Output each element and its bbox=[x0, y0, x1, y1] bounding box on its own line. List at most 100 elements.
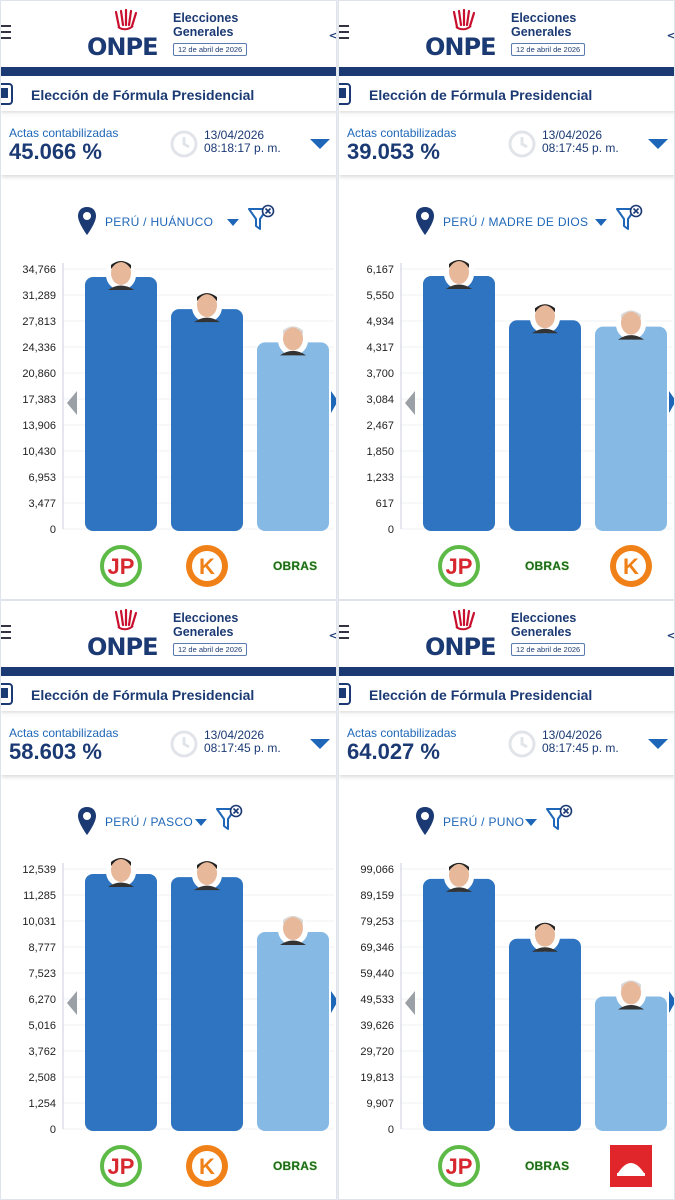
party-logo-jp[interactable]: JP bbox=[98, 1143, 144, 1189]
chevron-down-icon[interactable] bbox=[648, 139, 668, 149]
chevron-down-icon[interactable] bbox=[595, 219, 607, 226]
chart-svg: 34,766 31,289 27,813 24,336 20,860 17,383 13,9… bbox=[22, 259, 337, 536]
party-logo-k[interactable]: K bbox=[608, 543, 654, 589]
share-icon[interactable]: ⋖ bbox=[328, 27, 336, 44]
chevron-down-icon[interactable] bbox=[648, 739, 668, 749]
party-logo-k[interactable]: K bbox=[184, 543, 230, 589]
arrow-left-icon[interactable] bbox=[67, 991, 77, 1015]
elecciones-generales-title: Elecciones Generales bbox=[173, 11, 238, 39]
actas-percentage: 39.053 % bbox=[347, 139, 440, 164]
location-label: PERÚ / PASCO bbox=[105, 815, 194, 829]
party-logo-k[interactable]: K bbox=[184, 1143, 230, 1189]
y-tick-label: 10,430 bbox=[22, 446, 56, 458]
menu-icon[interactable] bbox=[339, 25, 349, 43]
party-logo-obras[interactable]: OBRAS bbox=[273, 1159, 318, 1173]
chevron-down-icon[interactable] bbox=[525, 819, 537, 826]
party-logo-obras[interactable]: OBRAS bbox=[525, 1159, 570, 1173]
menu-icon[interactable] bbox=[1, 25, 11, 43]
filter-clear-icon[interactable] bbox=[545, 804, 573, 834]
party-logos-row: JP OBRAS bbox=[339, 1141, 674, 1193]
onpe-wordmark: ONPE bbox=[425, 633, 496, 661]
candidate-avatar bbox=[530, 303, 560, 334]
party-logo-obras[interactable]: OBRAS bbox=[525, 559, 570, 573]
results-bar-chart: 12,539 11,285 10,031 8,777 7,523 6,270 5,016 3,… bbox=[1, 841, 337, 1141]
share-icon[interactable]: ⋖ bbox=[666, 627, 674, 644]
y-tick-label: 0 bbox=[50, 524, 56, 536]
elecciones-generales-title: Elecciones Generales bbox=[511, 611, 576, 639]
location-label: PERÚ / HUÁNUCO bbox=[105, 215, 214, 229]
results-bar-chart: 99,066 89,159 79,253 69,346 59,440 49,533 39,6… bbox=[339, 841, 675, 1141]
election-date-badge: 12 de abril de 2026 bbox=[173, 643, 248, 656]
actas-label: Actas contabilizadas bbox=[9, 726, 119, 740]
clock-icon bbox=[508, 730, 536, 758]
y-tick-label: 17,383 bbox=[22, 394, 56, 406]
arrow-right-icon[interactable] bbox=[669, 991, 675, 1013]
party-logo-obras[interactable]: OBRAS bbox=[273, 559, 318, 573]
y-tick-label: 34,766 bbox=[22, 264, 56, 276]
bar-obras[interactable] bbox=[509, 938, 581, 1131]
y-tick-label: 24,336 bbox=[22, 342, 56, 354]
menu-icon[interactable] bbox=[339, 625, 349, 643]
bar-jp[interactable] bbox=[85, 873, 157, 1131]
arrow-left-icon[interactable] bbox=[405, 991, 415, 1015]
chevron-down-icon[interactable] bbox=[310, 139, 330, 149]
actas-card[interactable]: Actas contabilizadas 39.053 % 13/04/2026… bbox=[339, 117, 674, 175]
bar-jp[interactable] bbox=[85, 276, 157, 531]
arrow-left-icon[interactable] bbox=[405, 391, 415, 415]
title-line2: Generales bbox=[511, 25, 572, 39]
bar-k[interactable] bbox=[171, 877, 243, 1131]
chevron-down-icon[interactable] bbox=[195, 819, 207, 826]
party-logo-renovacion[interactable] bbox=[608, 1143, 654, 1189]
menu-icon[interactable] bbox=[1, 625, 11, 643]
party-logos-row: JP OBRAS K bbox=[339, 541, 674, 593]
bar-k[interactable] bbox=[595, 326, 667, 531]
filter-clear-icon[interactable] bbox=[247, 204, 275, 234]
y-tick-label: 1,850 bbox=[366, 446, 394, 458]
bar-k[interactable] bbox=[171, 309, 243, 531]
chevron-down-icon[interactable] bbox=[310, 739, 330, 749]
actas-card[interactable]: Actas contabilizadas 64.027 % 13/04/2026… bbox=[339, 717, 674, 775]
clock-icon bbox=[170, 730, 198, 758]
party-logo-jp[interactable]: JP bbox=[436, 543, 482, 589]
party-logo-jp[interactable]: JP bbox=[436, 1143, 482, 1189]
crest-icon bbox=[339, 683, 351, 705]
results-panel-huanuco: ONPE Elecciones Generales 12 de abril de … bbox=[0, 0, 337, 600]
bar-obras[interactable] bbox=[257, 932, 329, 1131]
election-date-badge: 12 de abril de 2026 bbox=[511, 43, 586, 56]
y-tick-label: 3,700 bbox=[366, 368, 394, 380]
y-tick-label: 3,477 bbox=[28, 498, 56, 510]
crest-icon bbox=[339, 83, 351, 105]
section-title: Elección de Fórmula Presidencial bbox=[369, 687, 593, 703]
arrow-right-icon[interactable] bbox=[331, 991, 337, 1013]
chevron-down-icon[interactable] bbox=[227, 219, 239, 226]
actas-card[interactable]: Actas contabilizadas 58.603 % 13/04/2026… bbox=[1, 717, 336, 775]
elecciones-generales-title: Elecciones Generales bbox=[511, 11, 576, 39]
bar-renovacion[interactable] bbox=[595, 996, 667, 1131]
update-timestamp: 13/04/2026 08:17:45 p. m. bbox=[542, 729, 619, 755]
y-tick-label: 10,031 bbox=[22, 916, 56, 928]
section-title: Elección de Fórmula Presidencial bbox=[31, 87, 255, 103]
bar-jp[interactable] bbox=[423, 276, 495, 531]
candidate-avatar bbox=[444, 259, 474, 290]
arrow-left-icon[interactable] bbox=[67, 391, 77, 415]
share-icon[interactable]: ⋖ bbox=[666, 27, 674, 44]
arrow-right-icon[interactable] bbox=[669, 391, 675, 413]
arrow-right-icon[interactable] bbox=[331, 391, 337, 413]
location-pin-icon bbox=[416, 807, 434, 835]
filter-clear-icon[interactable] bbox=[215, 804, 243, 834]
bar-obras[interactable] bbox=[509, 320, 581, 531]
filter-clear-icon[interactable] bbox=[615, 204, 643, 234]
candidate-avatar bbox=[530, 921, 560, 952]
update-date: 13/04/2026 bbox=[542, 728, 603, 742]
y-tick-label: 3,084 bbox=[366, 394, 394, 406]
bar-obras[interactable] bbox=[257, 342, 329, 531]
actas-card[interactable]: Actas contabilizadas 45.066 % 13/04/2026… bbox=[1, 117, 336, 175]
location-pin-icon bbox=[416, 207, 434, 235]
onpe-logo: ONPE Elecciones Generales 12 de abril de … bbox=[425, 607, 605, 663]
share-icon[interactable]: ⋖ bbox=[328, 627, 336, 644]
bar-jp[interactable] bbox=[423, 878, 495, 1131]
app-header: ONPE Elecciones Generales 12 de abril de … bbox=[339, 601, 674, 667]
y-tick-label: 31,289 bbox=[22, 290, 56, 302]
candidate-avatar bbox=[106, 259, 136, 290]
party-logo-jp[interactable]: JP bbox=[98, 543, 144, 589]
